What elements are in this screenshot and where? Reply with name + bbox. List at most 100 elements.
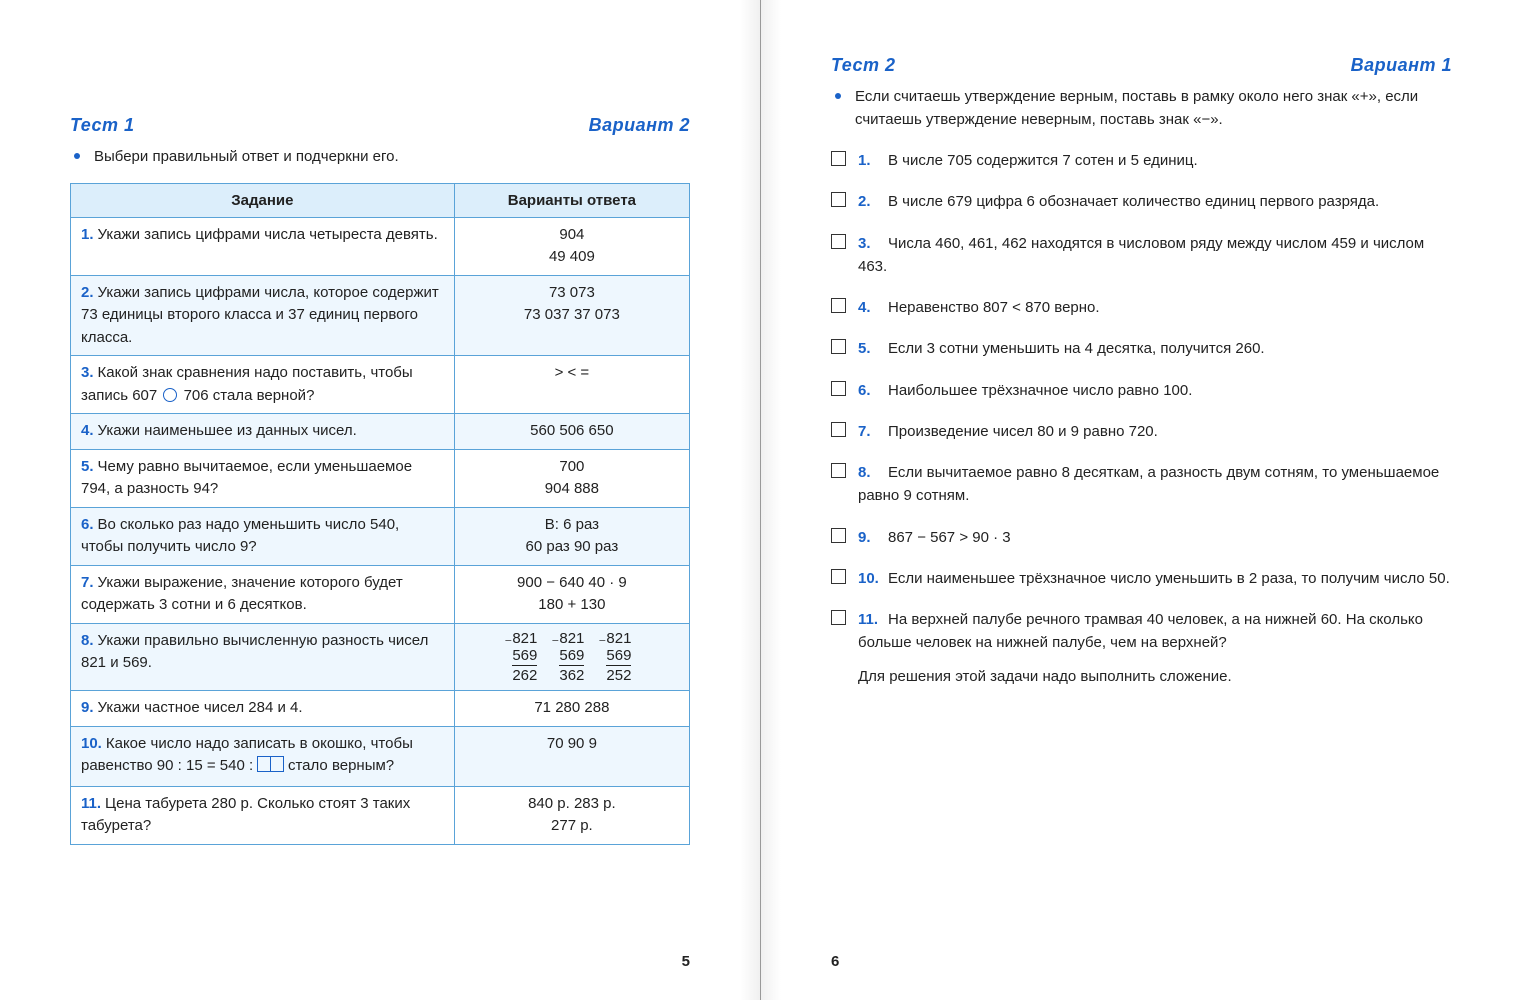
task-table: Задание Варианты ответа 1.Укажи запись ц… xyxy=(70,183,690,845)
answer-cell: 71 280 288 xyxy=(454,691,689,727)
checkbox[interactable] xyxy=(831,298,846,313)
subtraction-column: ₋821569252 xyxy=(606,630,631,685)
check-number: 9. xyxy=(858,526,880,549)
answer-cell: 900 − 640 40 · 9 180 + 130 xyxy=(454,565,689,623)
checkbox[interactable] xyxy=(831,528,846,543)
test-title-left: Тест 1 xyxy=(70,115,135,136)
checkbox[interactable] xyxy=(831,422,846,437)
task-cell: 11.Цена табурета 280 р. Сколько стоят 3 … xyxy=(71,786,455,844)
checkbox[interactable] xyxy=(831,151,846,166)
check-number: 8. xyxy=(858,461,880,484)
check-text: 9.867 − 567 > 90 · 3 xyxy=(858,526,1452,549)
checkbox[interactable] xyxy=(831,381,846,396)
page-right: Тест 2 Вариант 1 Если считаешь утвержден… xyxy=(761,0,1522,1000)
col-header-answers: Варианты ответа xyxy=(454,183,689,217)
check-number: 7. xyxy=(858,420,880,443)
task-number: 11. xyxy=(81,795,101,812)
check-number: 4. xyxy=(858,296,880,319)
table-row: 9.Укажи частное чисел 284 и 4.71 280 288 xyxy=(71,691,690,727)
check-item: 1.В числе 705 содержится 7 сотен и 5 еди… xyxy=(831,149,1452,172)
task-cell: 10.Какое число надо записать в окошко, ч… xyxy=(71,726,455,786)
check-text: 10.Если наименьшее трёхзначное число уме… xyxy=(858,567,1452,590)
table-row: 3.Какой знак сравнения надо поставить, ч… xyxy=(71,356,690,414)
subtraction-column: ₋821569362 xyxy=(559,630,584,685)
check-text: 6.Наибольшее трёхзначное число равно 100… xyxy=(858,379,1452,402)
answer-cell: > < = xyxy=(454,356,689,414)
task-number: 4. xyxy=(81,422,94,439)
check-item: 6.Наибольшее трёхзначное число равно 100… xyxy=(831,379,1452,402)
table-row: 10.Какое число надо записать в окошко, ч… xyxy=(71,726,690,786)
check-item: 9.867 − 567 > 90 · 3 xyxy=(831,526,1452,549)
task-number: 2. xyxy=(81,284,94,301)
checkbox[interactable] xyxy=(831,610,846,625)
check-extra-text: Для решения этой задачи надо выполнить с… xyxy=(858,665,1452,688)
checkbox[interactable] xyxy=(831,339,846,354)
check-item: 4.Неравенство 807 < 870 верно. xyxy=(831,296,1452,319)
check-item: 3.Числа 460, 461, 462 находятся в числов… xyxy=(831,232,1452,279)
task-number: 10. xyxy=(81,735,102,752)
page-left: Тест 1 Вариант 2 Выбери правильный ответ… xyxy=(0,0,761,1000)
task-number: 1. xyxy=(81,226,94,243)
answer-cell: ₋821569262 ₋821569362 ₋821569252 xyxy=(454,623,689,691)
check-text: 8.Если вычитаемое равно 8 десяткам, а ра… xyxy=(858,461,1452,508)
page-number-left: 5 xyxy=(682,953,690,970)
checkbox[interactable] xyxy=(831,463,846,478)
task-number: 9. xyxy=(81,699,94,716)
table-row: 2.Укажи запись цифрами числа, которое со… xyxy=(71,275,690,356)
task-cell: 9.Укажи частное чисел 284 и 4. xyxy=(71,691,455,727)
answer-cell: 700 904 888 xyxy=(454,449,689,507)
check-list: 1.В числе 705 содержится 7 сотен и 5 еди… xyxy=(831,149,1452,688)
answer-cell: 904 49 409 xyxy=(454,217,689,275)
checkbox[interactable] xyxy=(831,569,846,584)
check-item: 10.Если наименьшее трёхзначное число уме… xyxy=(831,567,1452,590)
check-text: 4.Неравенство 807 < 870 верно. xyxy=(858,296,1452,319)
left-instruction-text: Выбери правильный ответ и подчеркни его. xyxy=(94,146,399,169)
subtraction-column: ₋821569262 xyxy=(512,630,537,685)
table-row: 1.Укажи запись цифрами числа четыреста д… xyxy=(71,217,690,275)
check-text: 1.В числе 705 содержится 7 сотен и 5 еди… xyxy=(858,149,1452,172)
check-number: 1. xyxy=(858,149,880,172)
task-number: 3. xyxy=(81,364,94,381)
task-cell: 5.Чему равно вычитаемое, если уменьшаемо… xyxy=(71,449,455,507)
check-number: 5. xyxy=(858,337,880,360)
table-row: 5.Чему равно вычитаемое, если уменьшаемо… xyxy=(71,449,690,507)
task-cell: 2.Укажи запись цифрами числа, которое со… xyxy=(71,275,455,356)
right-instruction: Если считаешь утверждение верным, постав… xyxy=(831,86,1452,131)
answer-cell: В: 6 раз 60 раз 90 раз xyxy=(454,507,689,565)
check-text: 3.Числа 460, 461, 462 находятся в числов… xyxy=(858,232,1452,279)
task-cell: 8.Укажи правильно вычисленную разность ч… xyxy=(71,623,455,691)
left-header: Тест 1 Вариант 2 xyxy=(70,115,690,136)
variant-title-right: Вариант 1 xyxy=(1351,55,1452,76)
table-row: 8.Укажи правильно вычисленную разность ч… xyxy=(71,623,690,691)
task-cell: 4.Укажи наименьшее из данных чисел. xyxy=(71,414,455,450)
task-cell: 1.Укажи запись цифрами числа четыреста д… xyxy=(71,217,455,275)
check-text: 11.На верхней палубе речного трамвая 40 … xyxy=(858,608,1452,688)
checkbox[interactable] xyxy=(831,234,846,249)
table-row: 4.Укажи наименьшее из данных чисел.560 5… xyxy=(71,414,690,450)
test-title-right: Тест 2 xyxy=(831,55,896,76)
answer-cell: 70 90 9 xyxy=(454,726,689,786)
right-header: Тест 2 Вариант 1 xyxy=(831,55,1452,76)
table-row: 7.Укажи выражение, значение которого буд… xyxy=(71,565,690,623)
check-number: 11. xyxy=(858,608,880,631)
blank-circle xyxy=(163,388,177,402)
table-row: 11.Цена табурета 280 р. Сколько стоят 3 … xyxy=(71,786,690,844)
task-number: 8. xyxy=(81,632,94,649)
bullet-icon xyxy=(835,93,841,99)
check-number: 3. xyxy=(858,232,880,255)
task-cell: 7.Укажи выражение, значение которого буд… xyxy=(71,565,455,623)
check-number: 2. xyxy=(858,190,880,213)
blank-boxes xyxy=(257,756,284,780)
check-text: 5.Если 3 сотни уменьшить на 4 десятка, п… xyxy=(858,337,1452,360)
check-item: 2.В числе 679 цифра 6 обозначает количес… xyxy=(831,190,1452,213)
page-number-right: 6 xyxy=(831,953,839,970)
check-text: 7.Произведение чисел 80 и 9 равно 720. xyxy=(858,420,1452,443)
task-cell: 6.Во сколько раз надо уменьшить число 54… xyxy=(71,507,455,565)
answer-cell: 840 р. 283 р. 277 р. xyxy=(454,786,689,844)
checkbox[interactable] xyxy=(831,192,846,207)
check-number: 6. xyxy=(858,379,880,402)
check-item: 11.На верхней палубе речного трамвая 40 … xyxy=(831,608,1452,688)
check-number: 10. xyxy=(858,567,880,590)
answer-cell: 560 506 650 xyxy=(454,414,689,450)
col-header-task: Задание xyxy=(71,183,455,217)
